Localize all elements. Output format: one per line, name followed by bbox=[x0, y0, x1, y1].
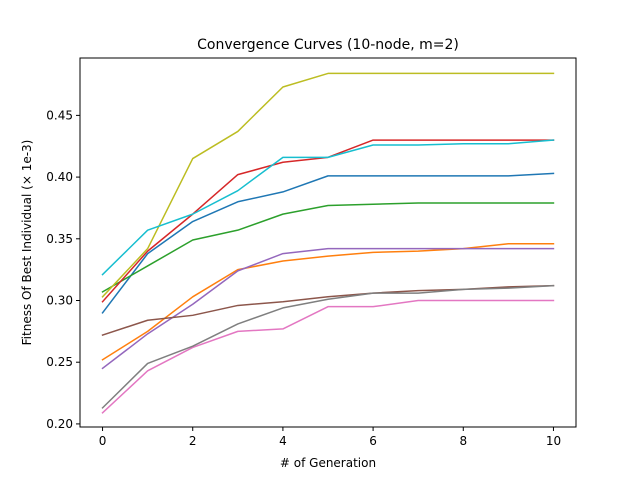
series-layer bbox=[101, 72, 555, 414]
y-tick-label: 0.20 bbox=[46, 417, 73, 431]
y-tick-label: 0.45 bbox=[46, 108, 73, 122]
x-tick-label: 6 bbox=[369, 434, 377, 448]
series-line-10 bbox=[101, 139, 555, 276]
x-tick-label: 10 bbox=[546, 434, 561, 448]
y-axis-label: Fitness Of Best Individual (× 1e-3) bbox=[20, 140, 34, 346]
x-tick-label: 0 bbox=[99, 434, 107, 448]
series-line-8 bbox=[101, 284, 555, 409]
series-line-9 bbox=[101, 72, 555, 298]
x-tick-label: 8 bbox=[459, 434, 467, 448]
x-axis-label: # of Generation bbox=[280, 456, 376, 470]
y-tick-label: 0.40 bbox=[46, 170, 73, 184]
ticks-layer: 0 2 4 6 8 10 0.20 0.25 0.30 0.35 0.40 0.45 bbox=[46, 108, 561, 448]
series-line-1 bbox=[101, 172, 555, 314]
series-line-7 bbox=[101, 299, 555, 414]
y-tick-label: 0.25 bbox=[46, 355, 73, 369]
series-line-3 bbox=[101, 202, 555, 293]
x-tick-label: 2 bbox=[189, 434, 197, 448]
plot-frame bbox=[79, 57, 577, 428]
series-line-2 bbox=[101, 242, 555, 361]
series-line-5 bbox=[101, 247, 555, 370]
y-tick-label: 0.30 bbox=[46, 294, 73, 308]
x-tick-label: 4 bbox=[279, 434, 287, 448]
y-tick-label: 0.35 bbox=[46, 232, 73, 246]
chart-title: Convergence Curves (10-node, m=2) bbox=[197, 37, 459, 53]
